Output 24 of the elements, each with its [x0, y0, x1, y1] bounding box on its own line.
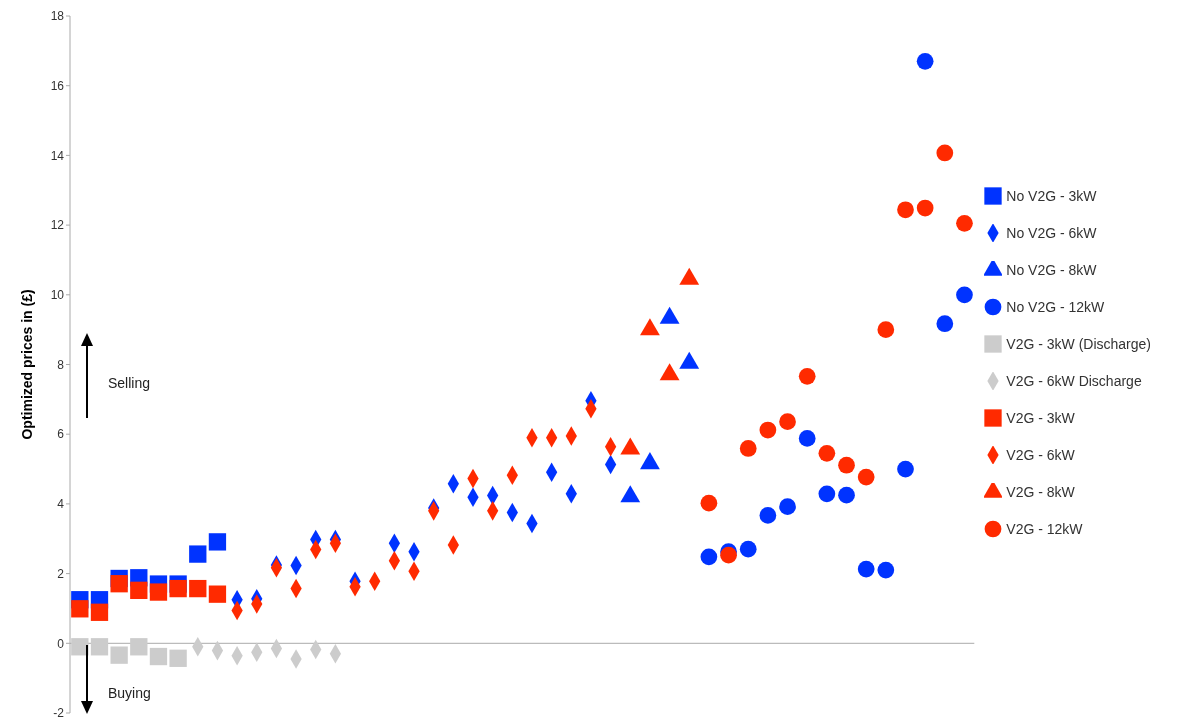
- y-tick-label: 10: [50, 288, 65, 303]
- legend-label: V2G - 3kW: [1006, 410, 1075, 426]
- y-tick-label: 14: [50, 148, 65, 163]
- y-tick-label: 16: [50, 78, 65, 93]
- y-tick-label: 12: [50, 218, 65, 233]
- legend-label: V2G - 8kW: [1006, 484, 1075, 500]
- legend-label: V2G - 6kW Discharge: [1006, 373, 1142, 389]
- y-axis-title: Optimized prices in (£): [18, 289, 35, 440]
- legend-label: No V2G - 8kW: [1006, 262, 1097, 278]
- legend-label: V2G - 3kW (Discharge): [1006, 336, 1151, 352]
- y-tick-label: 18: [50, 9, 65, 24]
- legend-label: No V2G - 12kW: [1006, 299, 1105, 315]
- y-tick-label: 0: [57, 636, 65, 651]
- y-tick-label: 6: [57, 427, 65, 442]
- y-tick-label: -2: [53, 706, 65, 717]
- legend-label: V2G - 12kW: [1006, 521, 1083, 537]
- y-tick-label: 8: [57, 357, 65, 372]
- annotation: Selling: [108, 375, 151, 391]
- legend-label: No V2G - 6kW: [1006, 225, 1097, 241]
- y-tick-label: 2: [57, 566, 65, 581]
- y-tick-label: 4: [57, 497, 65, 512]
- legend-label: V2G - 6kW: [1006, 447, 1075, 463]
- annotation: Buying: [108, 685, 151, 701]
- legend-label: No V2G - 3kW: [1006, 188, 1097, 204]
